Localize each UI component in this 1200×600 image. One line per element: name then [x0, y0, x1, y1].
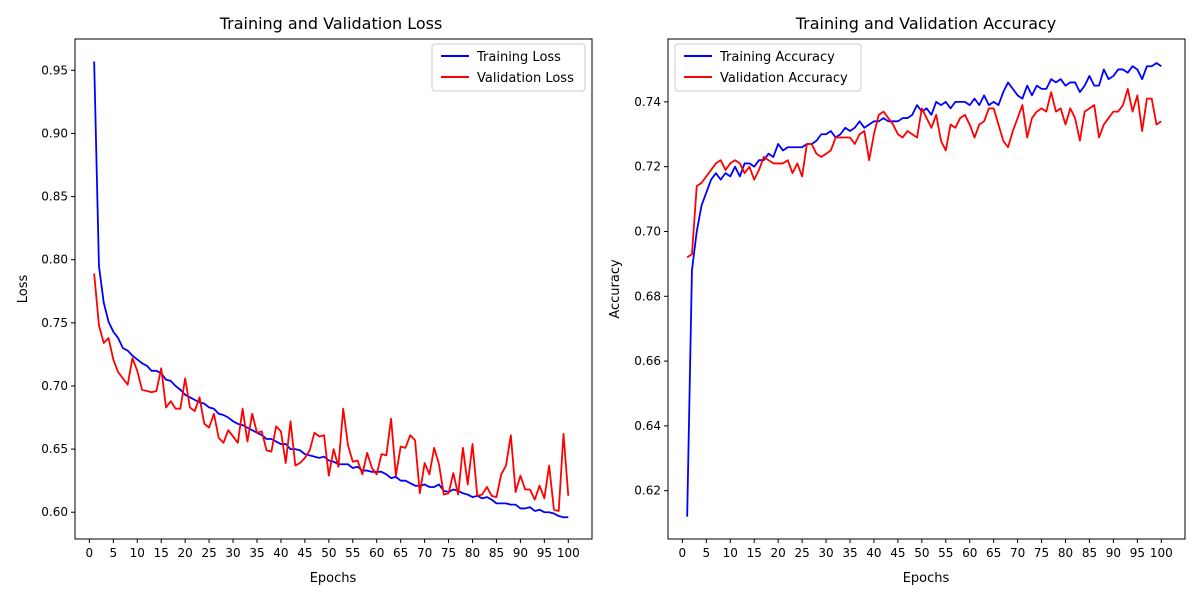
- x-tick-label: 90: [513, 546, 528, 560]
- x-tick-label: 30: [818, 546, 833, 560]
- x-tick-label: 10: [130, 546, 145, 560]
- legend: Training Accuracy Validation Accuracy: [674, 43, 862, 92]
- loss-chart: Training and Validation Loss 0 5 10 15 20 25 3…: [16, 14, 593, 586]
- x-tick-label: 5: [702, 546, 710, 560]
- plot-area: [668, 39, 1185, 539]
- x-tick-label: 35: [249, 546, 264, 560]
- x-tick-label: 0: [679, 546, 687, 560]
- x-tick-label: 75: [1034, 546, 1049, 560]
- x-tick-label: 20: [178, 546, 193, 560]
- x-tick-label: 50: [321, 546, 336, 560]
- x-tick-label: 95: [537, 546, 552, 560]
- y-tick-label: 0.75: [41, 316, 68, 330]
- legend: Training Loss Validation Loss: [431, 43, 586, 92]
- x-tick-label: 5: [109, 546, 117, 560]
- x-axis-label: Epochs: [310, 571, 357, 586]
- x-tick-label: 85: [489, 546, 504, 560]
- x-tick-label: 25: [201, 546, 216, 560]
- chart-title: Training and Validation Loss: [219, 14, 443, 33]
- y-tick-label: 0.80: [41, 253, 68, 267]
- y-tick-label: 0.60: [41, 505, 68, 519]
- y-ticks: 0.62 0.64 0.66 0.68 0.70 0.72 0.74: [634, 95, 668, 498]
- x-tick-label: 40: [273, 546, 288, 560]
- x-tick-label: 65: [986, 546, 1001, 560]
- x-axis-label: Epochs: [903, 571, 950, 586]
- series-group: [686, 62, 1162, 517]
- y-tick-label: 0.74: [634, 95, 661, 109]
- y-tick-label: 0.65: [41, 442, 68, 456]
- x-tick-label: 90: [1106, 546, 1121, 560]
- x-tick-label: 60: [962, 546, 977, 560]
- x-tick-label: 70: [417, 546, 432, 560]
- x-tick-label: 75: [441, 546, 456, 560]
- y-tick-label: 0.70: [634, 224, 661, 238]
- series-line-validation-accuracy: [686, 88, 1162, 259]
- x-tick-label: 80: [1058, 546, 1073, 560]
- y-axis-label: Accuracy: [608, 259, 623, 319]
- x-tick-label: 80: [465, 546, 480, 560]
- x-tick-label: 60: [369, 546, 384, 560]
- series-group: [93, 61, 570, 519]
- y-tick-label: 0.95: [41, 63, 68, 77]
- y-tick-label: 0.70: [41, 379, 68, 393]
- y-ticks: 0.60 0.65 0.70 0.75 0.80 0.85 0.90 0.95: [41, 63, 75, 519]
- series-line-training-accuracy: [686, 62, 1162, 517]
- y-tick-label: 0.72: [634, 160, 661, 174]
- x-tick-label: 25: [794, 546, 809, 560]
- x-tick-label: 15: [154, 546, 169, 560]
- x-ticks: 0 5 10 15 20 25 30 35 40 45 50 55 60 65 70 75 80 85 90 95 10…: [679, 539, 1173, 560]
- x-tick-label: 20: [771, 546, 786, 560]
- plot-frame: [74, 38, 593, 540]
- legend-label-training-accuracy: Training Accuracy: [719, 50, 835, 65]
- x-tick-label: 55: [938, 546, 953, 560]
- accuracy-chart: Training and Validation Accuracy 0 5 10 15 2…: [608, 14, 1186, 586]
- y-tick-label: 0.85: [41, 190, 68, 204]
- y-tick-label: 0.66: [634, 354, 661, 368]
- y-tick-label: 0.62: [634, 484, 661, 498]
- x-tick-label: 0: [86, 546, 94, 560]
- x-tick-label: 55: [345, 546, 360, 560]
- x-tick-label: 40: [866, 546, 881, 560]
- x-tick-label: 65: [393, 546, 408, 560]
- legend-label-validation-loss: Validation Loss: [477, 71, 574, 86]
- y-tick-label: 0.64: [634, 419, 661, 433]
- y-axis-label: Loss: [16, 275, 31, 304]
- x-tick-label: 85: [1082, 546, 1097, 560]
- x-ticks: 0 5 10 15 20 25 30 35 40 45 50 55 60 65 70 75 80 85 90 95 10…: [86, 539, 580, 560]
- x-tick-label: 100: [1150, 546, 1173, 560]
- chart-title: Training and Validation Accuracy: [795, 14, 1057, 33]
- x-tick-label: 35: [842, 546, 857, 560]
- legend-box: [431, 43, 586, 92]
- x-tick-label: 100: [557, 546, 580, 560]
- plot-area: [75, 39, 592, 539]
- y-tick-label: 0.90: [41, 126, 68, 140]
- x-tick-label: 50: [914, 546, 929, 560]
- legend-label-validation-accuracy: Validation Accuracy: [720, 71, 848, 86]
- x-tick-label: 10: [723, 546, 738, 560]
- x-tick-label: 70: [1010, 546, 1025, 560]
- x-tick-label: 45: [890, 546, 905, 560]
- x-tick-label: 45: [297, 546, 312, 560]
- legend-label-training-loss: Training Loss: [476, 50, 561, 65]
- x-tick-label: 15: [747, 546, 762, 560]
- legend-box: [674, 43, 862, 92]
- plot-frame: [667, 38, 1186, 540]
- x-tick-label: 95: [1130, 546, 1145, 560]
- y-tick-label: 0.68: [634, 289, 661, 303]
- series-line-validation-loss: [93, 273, 570, 512]
- x-tick-label: 30: [225, 546, 240, 560]
